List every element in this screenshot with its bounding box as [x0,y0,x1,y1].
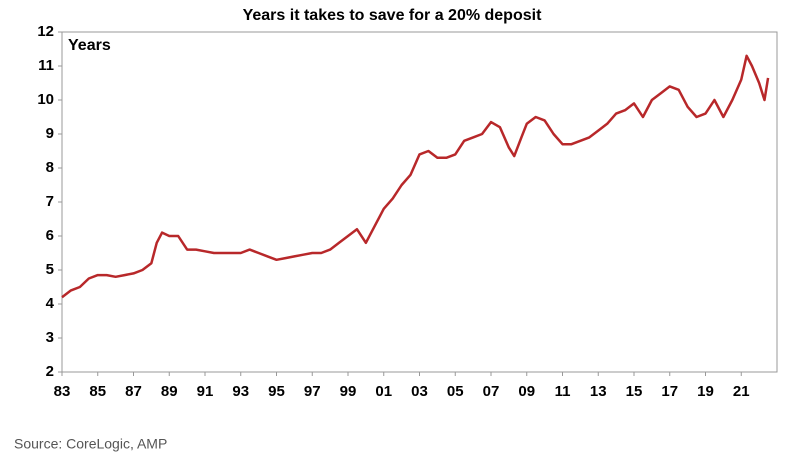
x-tick-label: 91 [197,383,214,400]
x-tick-label: 21 [733,383,750,400]
x-tick-label: 03 [411,383,428,400]
y-tick-label: 7 [46,193,54,210]
x-tick-label: 19 [697,383,714,400]
x-tick-label: 01 [375,383,392,400]
x-tick-label: 09 [518,383,535,400]
x-tick-label: 95 [268,383,285,400]
source: Source: CoreLogic, AMP [14,436,167,452]
chart-title: Years it takes to save for a 20% deposit [243,7,542,24]
y-tick-label: 5 [46,261,54,278]
x-tick-label: 93 [232,383,249,400]
y-tick-label: 6 [46,227,54,244]
y-tick-label: 3 [46,329,54,346]
x-tick-label: 83 [54,383,71,400]
y-tick-label: 2 [46,363,54,380]
line [61,54,770,299]
y-tick-label: 8 [46,159,54,176]
y-tick-label: 10 [37,91,54,108]
y-tick-label: 12 [37,23,54,40]
y-tick-label: 4 [46,295,55,312]
x-tick-label: 99 [340,383,357,400]
plot-frame [61,31,778,373]
x-tick-label: 07 [483,383,500,400]
x-tick-label: 89 [161,383,178,400]
y-tick-label: 11 [38,57,54,74]
y-axis-label: Years [68,37,111,54]
x-tick-label: 11 [555,383,571,400]
x-tick-label: 05 [447,383,464,400]
x-tick-label: 85 [89,383,106,400]
x-tick-label: 13 [590,383,607,400]
x-tick-label: 87 [125,383,142,400]
x-tick-label: 17 [661,383,678,400]
x-tick-label: 97 [304,383,321,400]
x-tick-label: 15 [626,383,643,400]
y-tick-label: 9 [46,125,54,142]
